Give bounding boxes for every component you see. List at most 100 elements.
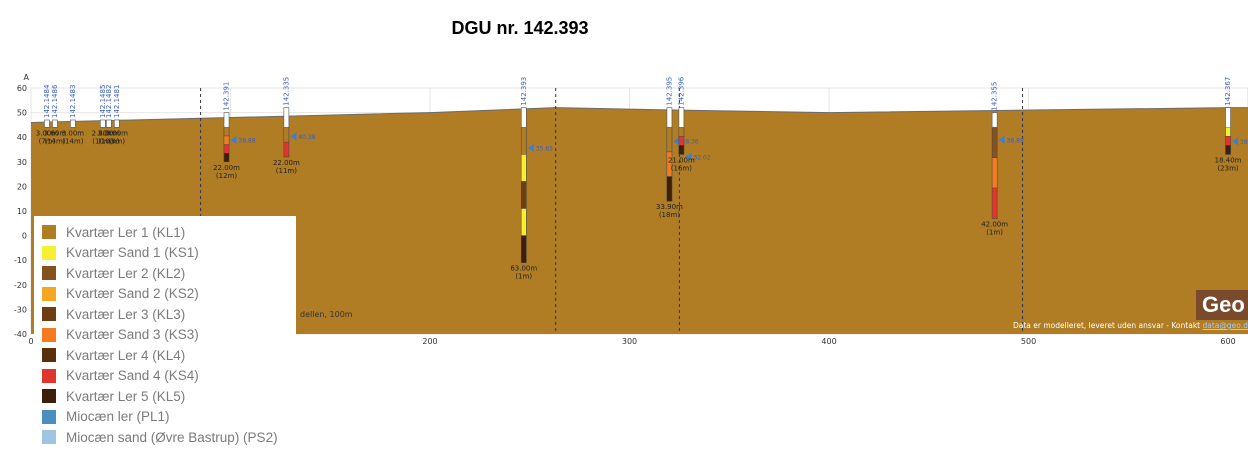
- water-level-icon: [998, 135, 1005, 144]
- borehole-interval: [678, 127, 685, 137]
- legend-item-ks4: Kvartær Sand 4 (KS4): [42, 367, 199, 385]
- borehole-sub-label: (10m): [98, 137, 119, 145]
- borehole-interval: [521, 127, 527, 155]
- borehole-depth-label: 42.00m: [981, 220, 1008, 228]
- legend-item-ks3: Kvartær Sand 3 (KS3): [42, 326, 199, 344]
- borehole-id-label: 142.1486: [51, 84, 59, 118]
- borehole-id-label: 142.391: [223, 82, 231, 111]
- borehole-142.1482: [106, 119, 112, 128]
- borehole-interval: [521, 181, 527, 209]
- legend-item-ks1: Kvartær Sand 1 (KS1): [42, 244, 199, 262]
- borehole-sub-label: (12m): [216, 172, 237, 180]
- legend-item-ks2: Kvartær Sand 2 (KS2): [42, 285, 199, 303]
- borehole-id-label: 142.1483: [69, 85, 77, 118]
- borehole-142.1483: [70, 119, 76, 128]
- x-tick-label: 200: [422, 337, 437, 346]
- legend-swatch: [42, 307, 56, 321]
- water-level-icon: [673, 137, 680, 146]
- borehole-id-label: 142.367: [1224, 77, 1232, 106]
- y-tick-label: 0: [22, 232, 27, 241]
- legend-label: Kvartær Ler 5 (KL5): [66, 388, 186, 404]
- legend-swatch: [42, 368, 56, 383]
- borehole-interval: [678, 136, 685, 146]
- borehole-interval: [521, 235, 527, 263]
- borehole-interval: [521, 208, 527, 236]
- borehole-142.1485: [100, 119, 106, 128]
- water-level-label: 32.02: [693, 154, 710, 161]
- layer-kl1: [31, 107, 1248, 335]
- borehole-interval: [991, 187, 998, 219]
- borehole-interval: [223, 127, 230, 137]
- borehole-id-label: 142.396: [677, 76, 685, 105]
- borehole-interval: [1225, 127, 1231, 137]
- water-level-icon: [230, 135, 237, 144]
- borehole-depth-label: 33.90m: [656, 203, 683, 211]
- borehole-id-label: 142.355: [991, 82, 999, 111]
- water-level-icon: [1232, 137, 1239, 146]
- borehole-sub-label: (18m): [659, 211, 680, 219]
- legend-swatch: [42, 430, 56, 444]
- y-tick-label: 10: [17, 207, 27, 216]
- borehole-depth-label: 22.00m: [213, 164, 240, 172]
- section-title: DGU nr. 142.393: [451, 18, 589, 38]
- legend-swatch: [42, 409, 56, 424]
- legend-swatch: [42, 245, 56, 260]
- y-tick-label: -10: [14, 256, 27, 265]
- borehole-interval: [991, 157, 998, 189]
- y-tick-label: 30: [17, 158, 27, 167]
- legend-label: Miocæn ler (PL1): [66, 409, 170, 424]
- borehole-depth-label: 18.40m: [1215, 156, 1242, 164]
- disclaimer-link[interactable]: data@geo.dk: [1202, 321, 1248, 330]
- legend-label: Kvartær Ler 4 (KL4): [66, 347, 186, 363]
- x-tick-label: 600: [1220, 337, 1235, 346]
- legend-item-kl2: Kvartær Ler 2 (KL2): [42, 264, 185, 282]
- borehole-sub-label: (7m): [39, 137, 56, 145]
- legend-label: Miocæn sand (Øvre Bastrup) (PS2): [66, 429, 278, 445]
- legend-label: Kvartær Sand 1 (KS1): [66, 245, 199, 260]
- water-level-icon: [290, 132, 297, 141]
- borehole-interval: [991, 127, 998, 158]
- legend-item-kl5: Kvartær Ler 5 (KL5): [42, 387, 185, 405]
- water-level-label: 38.88: [239, 137, 256, 144]
- y-tick-label: -40: [14, 330, 27, 339]
- water-level-label: 40.38: [298, 134, 315, 141]
- y-tick-label: 20: [17, 182, 27, 191]
- borehole-interval: [678, 145, 685, 155]
- borehole-interval: [223, 144, 230, 154]
- legend-swatch: [42, 225, 56, 239]
- y-tick-label: 60: [17, 84, 27, 93]
- borehole-depth-label: 3.00m: [36, 129, 59, 137]
- borehole-sub-label: (16m): [671, 164, 692, 172]
- legend-item-pl1: Miocæn ler (PL1): [42, 408, 170, 426]
- borehole-interval: [283, 141, 290, 158]
- borehole-142.1481: [113, 119, 120, 128]
- legend-item-ps2: Miocæn sand (Øvre Bastrup) (PS2): [42, 428, 278, 446]
- water-level-label: 35.65: [536, 145, 553, 152]
- borehole-id-label: 142.335: [282, 77, 290, 106]
- legend-item-kl3: Kvartær Ler 3 (KL3): [42, 305, 185, 323]
- legend-item-kl4: Kvartær Ler 4 (KL4): [42, 346, 185, 364]
- y-tick-label: 50: [17, 109, 27, 118]
- borehole-sub-label: (1m): [515, 273, 532, 281]
- borehole-sub-label: (3m): [108, 137, 125, 145]
- borehole-depth-label: 2.80m: [92, 129, 115, 137]
- x-tick-label: 400: [821, 337, 836, 346]
- x-tick-label: 300: [622, 337, 637, 346]
- y-tick-label: -30: [14, 305, 27, 314]
- water-level-label: 38.30: [1240, 139, 1248, 146]
- water-level-label: 38.36: [681, 139, 698, 146]
- borehole-interval: [666, 127, 673, 153]
- disclaimer: Data er modelleret, leveret uden ansvar …: [1013, 321, 1248, 330]
- legend-label: Kvartær Sand 3 (KS3): [66, 327, 199, 342]
- y-axis-label: A: [24, 73, 30, 82]
- legend-label: Kvartær Sand 2 (KS2): [66, 286, 199, 301]
- borehole-interval: [223, 135, 230, 145]
- borehole-id-label: 142.1485: [99, 85, 107, 118]
- legend-swatch: [42, 266, 56, 280]
- legend-swatch: [42, 348, 56, 362]
- legend-item-kl1: Kvartær Ler 1 (KL1): [42, 223, 185, 241]
- borehole-depth-label: 3.00m: [98, 129, 121, 137]
- borehole-sub-label: (14m): [62, 137, 83, 145]
- legend-label: Kvartær Ler 3 (KL3): [66, 306, 186, 322]
- borehole-interval: [1225, 136, 1231, 146]
